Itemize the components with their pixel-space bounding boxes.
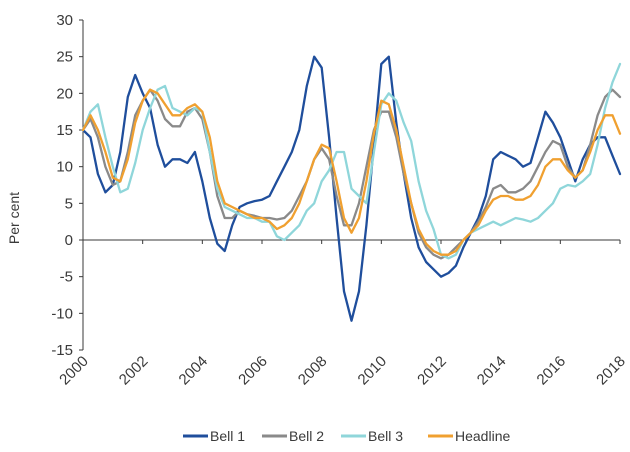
x-tick-label: 2018 xyxy=(593,353,629,389)
legend: Bell 1 Bell 2 Bell 3 Headline xyxy=(183,428,510,444)
legend-label: Headline xyxy=(455,428,510,444)
y-tick-label: 0 xyxy=(65,232,73,249)
y-tick-label: 25 xyxy=(56,49,73,66)
series-line-bell-2 xyxy=(81,88,622,260)
y-tick-label: -10 xyxy=(51,305,73,322)
y-tick-label: 20 xyxy=(56,85,73,102)
y-tick-label: -15 xyxy=(51,342,73,359)
y-tick-label: 15 xyxy=(56,122,73,139)
y-tick-label: 5 xyxy=(65,195,73,212)
x-tick-label: 2006 xyxy=(235,353,271,389)
legend-label: Bell 3 xyxy=(368,428,403,444)
y-tick-label: 30 xyxy=(56,12,73,29)
y-tick-label: -5 xyxy=(60,269,73,286)
y-tick-labels: 30 25 20 15 10 5 0 -5 -10 -15 xyxy=(51,12,83,359)
x-tick-label: 2016 xyxy=(534,353,570,389)
x-tick-labels: 2000 2002 2004 2006 2008 2010 2012 2014 2016 2018 xyxy=(56,240,629,388)
series-layer xyxy=(81,55,622,322)
x-tick-label: 2008 xyxy=(295,353,331,389)
x-tick-label: 2014 xyxy=(474,353,510,389)
legend-label: Bell 1 xyxy=(210,428,245,444)
series-line-headline xyxy=(81,88,622,256)
x-tick-label: 2012 xyxy=(414,353,450,389)
legend-label: Bell 2 xyxy=(289,428,324,444)
x-tick-label: 2004 xyxy=(176,353,212,389)
series-line-bell-1 xyxy=(81,55,622,322)
y-tick-label: 10 xyxy=(56,159,73,176)
axes-layer xyxy=(82,20,620,350)
x-tick-label: 2010 xyxy=(355,353,391,389)
series-line-bell-3 xyxy=(81,62,622,260)
y-axis-title: Per cent xyxy=(6,192,22,244)
x-tick-label: 2002 xyxy=(116,353,152,389)
